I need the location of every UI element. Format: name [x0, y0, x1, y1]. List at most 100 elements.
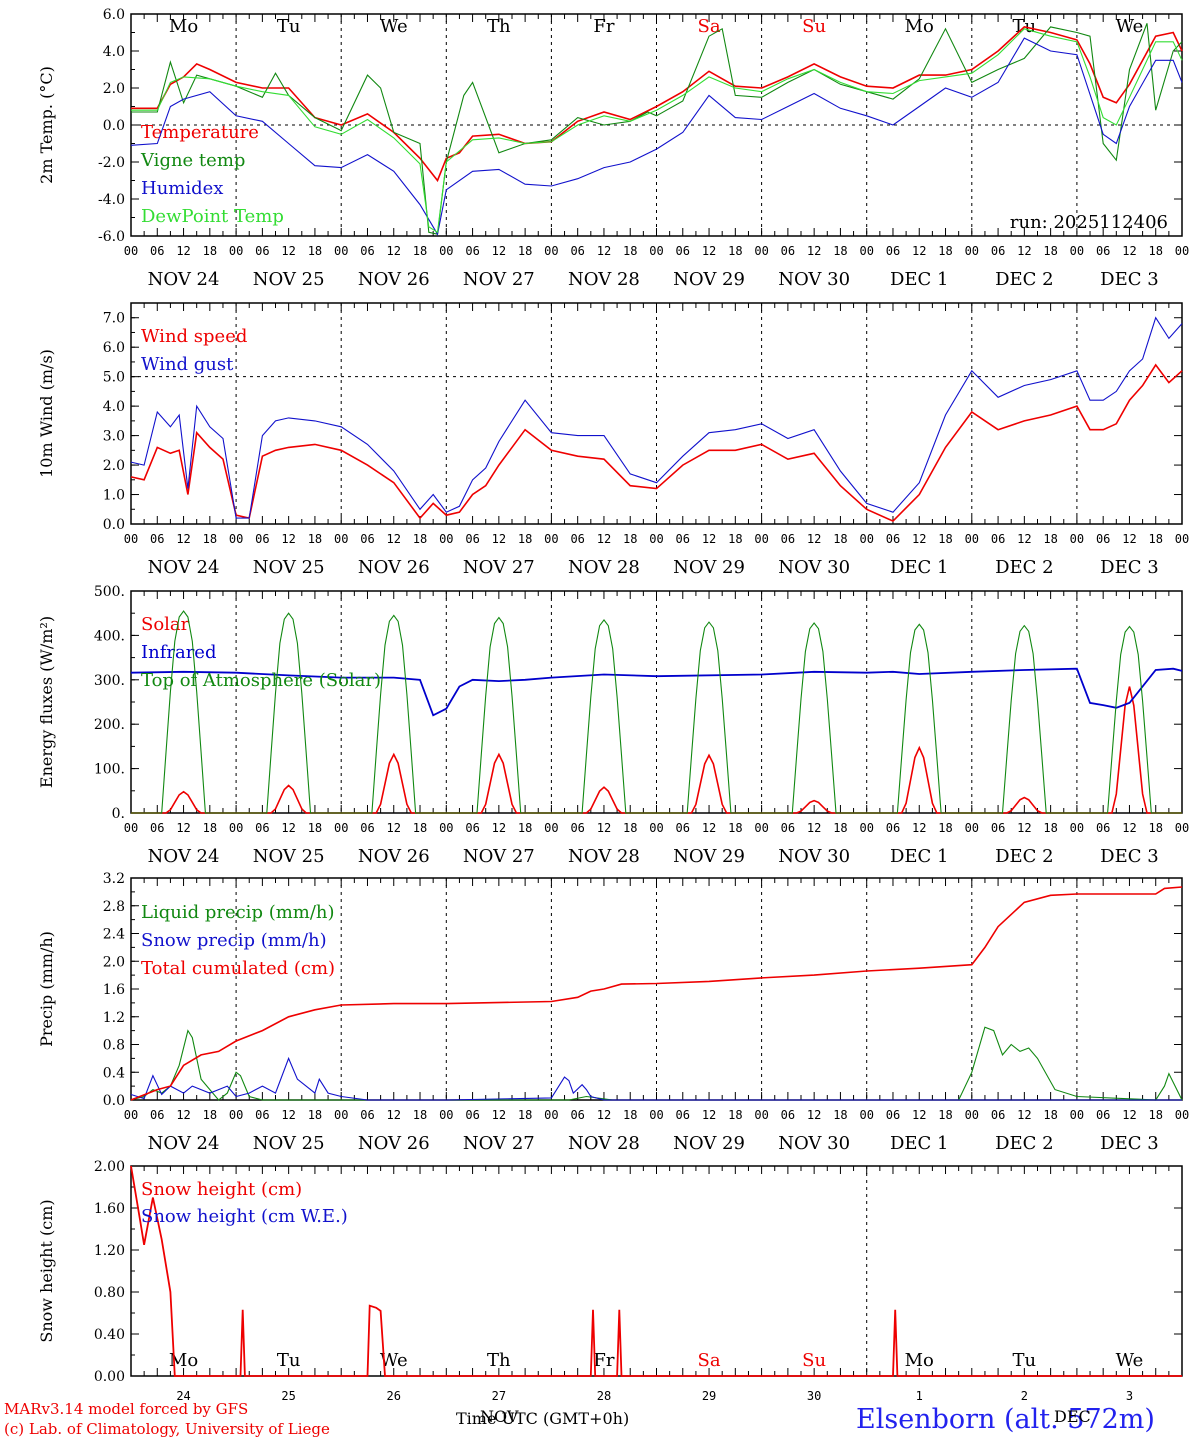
hour-label: 12: [176, 821, 190, 835]
date-label: DEC 3: [1100, 269, 1159, 290]
hour-label: 12: [912, 244, 926, 258]
day-name-label: Mo: [905, 1350, 934, 1371]
date-label: NOV 25: [253, 846, 325, 867]
date-label: DEC 3: [1100, 846, 1159, 867]
hour-label: 06: [465, 532, 479, 546]
hour-label: 12: [597, 532, 611, 546]
y-tick-label: 1.20: [94, 1243, 125, 1259]
hour-label: 06: [886, 1108, 900, 1122]
hour-label: 00: [544, 821, 558, 835]
hour-label: 00: [229, 244, 243, 258]
hour-label: 06: [150, 244, 164, 258]
panel-4: 0.0 0.4 0.8 1.2 1.6 2.0 2.4 2.8 3.2 Precip (mm/h)…: [37, 871, 1189, 1154]
hour-label: 00: [544, 244, 558, 258]
hour-label: 18: [1043, 1108, 1057, 1122]
y-tick-label: 5.0: [103, 370, 125, 386]
hour-label: 06: [255, 532, 269, 546]
date-label: NOV 25: [253, 1133, 325, 1154]
hour-label: 18: [728, 1108, 742, 1122]
day-name-label: Th: [487, 1350, 511, 1371]
date-label: NOV 27: [463, 846, 535, 867]
day-name-label: Mo: [169, 16, 198, 37]
hour-label: 18: [518, 244, 532, 258]
hour-label: 06: [255, 1108, 269, 1122]
date-label: NOV 24: [148, 846, 220, 867]
hour-label: 18: [203, 1108, 217, 1122]
panel-5: 0.00 0.40 0.80 1.20 1.60 2.00 Snow height (cm)…: [37, 1159, 1183, 1403]
y-tick-label: 1.60: [94, 1201, 125, 1217]
day-name-label: We: [1116, 16, 1144, 37]
hour-label: 12: [1017, 1108, 1031, 1122]
day-name-label: Mo: [905, 16, 934, 37]
dec-overlay: DEC: [1054, 1407, 1091, 1426]
date-label: NOV 24: [148, 269, 220, 290]
hour-label: 00: [334, 244, 348, 258]
day-name-label: Sa: [698, 1350, 721, 1371]
hour-label: 00: [439, 244, 453, 258]
hour-label: 00: [124, 244, 138, 258]
hour-label: 18: [623, 821, 637, 835]
hour-label: 12: [1122, 532, 1136, 546]
hour-label: 06: [676, 821, 690, 835]
hour-label: 06: [781, 244, 795, 258]
hour-label: 12: [176, 244, 190, 258]
date-label: NOV 29: [673, 269, 745, 290]
hour-label: 06: [1096, 244, 1110, 258]
hour-label: 18: [728, 244, 742, 258]
hour-label: 00: [1175, 821, 1189, 835]
y-tick-label: 3.2: [103, 871, 125, 887]
date-label: NOV 26: [358, 557, 430, 578]
hour-label: 00: [649, 1108, 663, 1122]
hour-label: 06: [570, 1108, 584, 1122]
hour-label: 06: [255, 244, 269, 258]
day-number-label: 25: [281, 1389, 295, 1403]
hour-label: 18: [518, 532, 532, 546]
hour-label: 00: [754, 532, 768, 546]
hour-label: 18: [728, 821, 742, 835]
panel-3: 0. 100. 200. 300. 400. 500. Energy fluxes (W/m…: [37, 584, 1189, 867]
hour-label: 00: [1070, 1108, 1084, 1122]
date-label: DEC 2: [995, 269, 1054, 290]
hour-label: 06: [781, 1108, 795, 1122]
hour-label: 18: [623, 1108, 637, 1122]
series-line-infrared: [130, 667, 1183, 717]
day-name-label: Mo: [169, 1350, 198, 1371]
hour-label: 06: [360, 1108, 374, 1122]
panel-2: 0.0 1.0 2.0 3.0 4.0 5.0 6.0 7.0 10m Wind (m/s) 00…: [37, 302, 1189, 578]
x-month-overlay: NOV: [480, 1407, 519, 1426]
hour-label: 00: [754, 821, 768, 835]
hour-label: 12: [492, 821, 506, 835]
y-tick-label: 400.: [94, 628, 125, 644]
hour-label: 18: [1043, 244, 1057, 258]
hour-label: 00: [965, 1108, 979, 1122]
lab-credit: (c) Lab. of Climatology, University of L…: [4, 1420, 330, 1438]
hour-label: 12: [702, 532, 716, 546]
y-tick-label: 0.80: [94, 1285, 125, 1301]
y-tick-label: 0.40: [94, 1327, 125, 1343]
series-line-total-cumulated-cm-: [130, 886, 1183, 1101]
hour-label: 18: [728, 532, 742, 546]
hour-label: 00: [1070, 821, 1084, 835]
day-name-label: Fr: [593, 1350, 614, 1371]
date-label: NOV 24: [148, 557, 220, 578]
hour-label: 18: [413, 244, 427, 258]
day-name-label: We: [380, 1350, 408, 1371]
legend-entry: Snow precip (mm/h): [141, 930, 327, 951]
series-line-wind-gust: [130, 316, 1183, 519]
hour-label: 00: [649, 821, 663, 835]
hour-label: 06: [781, 821, 795, 835]
hour-label: 06: [676, 532, 690, 546]
hour-label: 06: [360, 244, 374, 258]
hour-label: 18: [308, 244, 322, 258]
hour-label: 06: [255, 821, 269, 835]
hour-label: 12: [492, 1108, 506, 1122]
date-label: DEC 3: [1100, 1133, 1159, 1154]
hour-label: 00: [124, 1108, 138, 1122]
day-name-label: Su: [802, 1350, 826, 1371]
hour-label: 06: [1096, 532, 1110, 546]
legend-entry: DewPoint Temp: [141, 206, 284, 227]
legend-entry: Snow height (cm W.E.): [141, 1206, 348, 1227]
hour-label: 18: [518, 821, 532, 835]
y-tick-label: 6.0: [103, 340, 125, 356]
